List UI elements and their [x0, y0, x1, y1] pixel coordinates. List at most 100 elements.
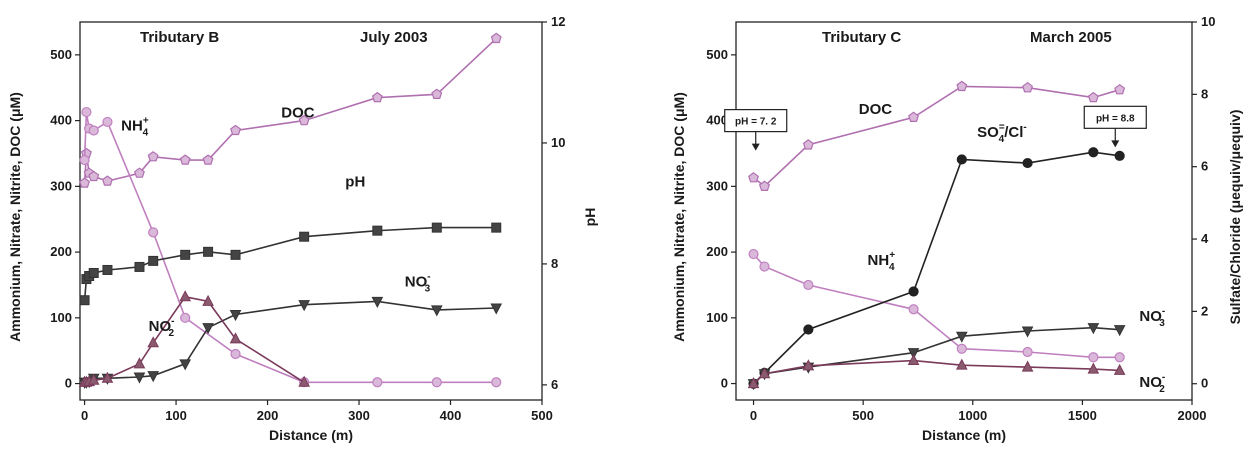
y-axis-label: Ammonium, Nitrate, Nitrite, DOC (μM): [7, 92, 23, 342]
callout-arrow-head: [1111, 140, 1120, 148]
data-point: [431, 222, 442, 233]
data-point: [759, 261, 770, 272]
data-point: [133, 167, 145, 178]
data-point: [430, 305, 443, 317]
data-point: [955, 358, 968, 370]
y-tick-label: 0: [65, 376, 72, 391]
callout-arrow-head: [751, 143, 760, 151]
y-tick-label: 400: [706, 113, 728, 128]
data-point: [372, 225, 383, 236]
data-point: [1088, 352, 1099, 363]
data-point: [490, 303, 503, 315]
series-label-text: NO: [1139, 308, 1162, 325]
series-label-sup: -: [1162, 372, 1165, 383]
data-point: [431, 88, 443, 100]
series-label-sub: 2: [168, 328, 174, 339]
y2-tick-label: 10: [1201, 14, 1215, 29]
data-point: [908, 111, 920, 123]
y-tick-label: 100: [50, 310, 72, 325]
data-point: [101, 371, 114, 383]
series-label-text: NO: [149, 318, 172, 335]
data-point: [1087, 362, 1100, 374]
data-point: [148, 255, 159, 266]
data-point: [133, 357, 146, 369]
data-point: [491, 222, 502, 233]
data-point: [147, 336, 160, 348]
y-axis-label: Ammonium, Nitrate, Nitrite, DOC (μM): [671, 92, 687, 342]
y-tick-label: 500: [706, 47, 728, 62]
x-tick-label: 2000: [1178, 408, 1207, 423]
series-label-text: NH: [121, 117, 143, 134]
data-point: [79, 295, 90, 306]
series-label-sub: 3: [1159, 318, 1165, 329]
x-tick-label: 400: [440, 408, 462, 423]
data-point: [88, 267, 99, 278]
data-point: [87, 373, 100, 385]
data-point: [229, 310, 242, 322]
data-point: [1022, 157, 1033, 169]
plot-frame: [735, 21, 1193, 401]
site-label: Tributary B: [140, 29, 219, 46]
series-line: [753, 85, 1120, 188]
data-point: [298, 375, 310, 387]
data-point: [203, 246, 214, 257]
data-point: [956, 154, 967, 165]
x-tick-label: 1500: [1068, 408, 1097, 423]
series-label-sup2: -: [1023, 122, 1026, 133]
series-label: SO= 4/Cl-: [977, 122, 1027, 145]
series-label: NH+ 4: [121, 115, 149, 138]
series-no2-: [78, 290, 310, 387]
y2-tick-label: 2: [1201, 303, 1208, 318]
data-point: [1113, 363, 1126, 375]
series-label-sub: 3: [425, 283, 431, 294]
data-point: [1021, 326, 1034, 338]
data-point: [1021, 360, 1034, 372]
series-label: DOC: [859, 101, 893, 118]
data-point: [1022, 346, 1033, 358]
x-tick-label: 300: [348, 408, 370, 423]
data-point: [88, 125, 99, 136]
y2-tick-label: 6: [1201, 159, 1208, 174]
series-label-sub: 4: [889, 262, 895, 273]
data-point: [179, 154, 191, 165]
data-point: [229, 332, 242, 344]
x-tick-label: 500: [852, 408, 874, 423]
data-point: [102, 264, 113, 275]
series-label-text: pH: [345, 173, 365, 190]
y2-tick-label: 6: [551, 377, 558, 392]
y2-tick-label: 10: [551, 135, 565, 150]
series-doc: [79, 32, 502, 188]
series-label-sup: -: [171, 316, 174, 327]
data-point: [79, 177, 91, 188]
data-point: [907, 348, 920, 360]
y2-axis-label: pH: [582, 208, 598, 227]
data-point: [371, 296, 384, 308]
data-point: [490, 32, 502, 44]
series-line: [752, 359, 1120, 385]
series-label: NO-3: [1139, 306, 1165, 329]
series-line: [752, 151, 1120, 385]
data-point: [298, 300, 310, 312]
data-point: [133, 372, 146, 384]
x-tick-label: 1000: [958, 408, 987, 423]
data-point: [491, 377, 502, 388]
series-line: [752, 253, 1120, 359]
series-label: pH: [345, 173, 365, 190]
callout-text: pH = 8.8: [1096, 113, 1135, 124]
series-label-sub: 4: [143, 127, 149, 138]
y-tick-label: 300: [50, 178, 72, 193]
data-point: [179, 290, 192, 302]
series-label: NO-2: [1139, 372, 1165, 395]
data-point: [1087, 91, 1099, 103]
data-point: [956, 80, 968, 92]
data-point: [908, 304, 919, 315]
data-point: [230, 249, 241, 260]
series-label-text: DOC: [281, 104, 315, 121]
data-point: [202, 294, 214, 306]
data-point: [88, 170, 100, 182]
series-nh4-: [748, 248, 1125, 363]
ph-callout: pH = 7. 2: [724, 109, 788, 151]
